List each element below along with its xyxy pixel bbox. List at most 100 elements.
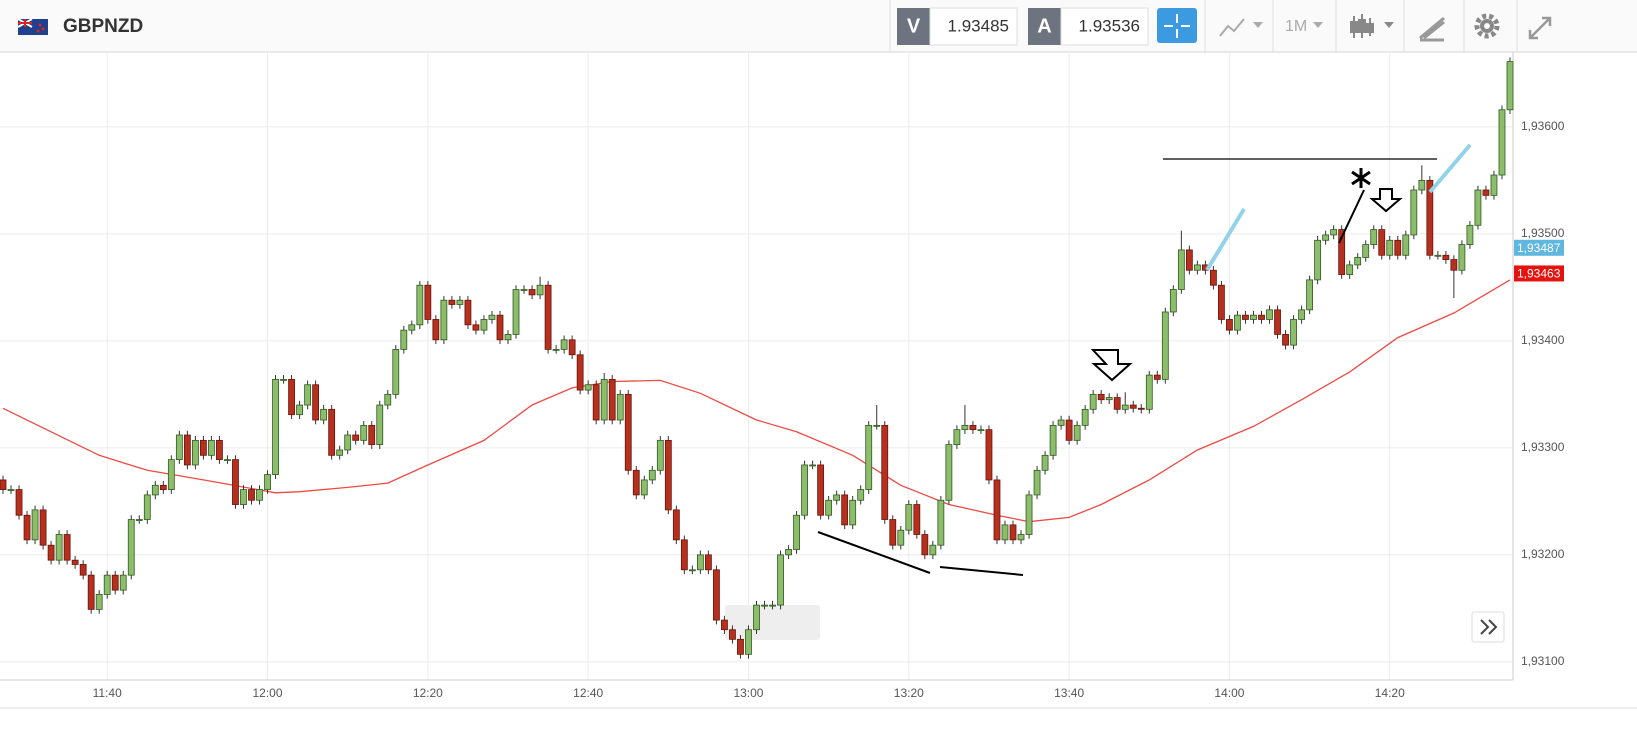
candle-body: [151, 484, 159, 496]
candle-body: [1177, 249, 1185, 290]
scroll-button[interactable]: [1471, 611, 1505, 643]
flag: [17, 18, 48, 35]
ask-badge[interactable]: [1028, 8, 1061, 45]
candle-body: [1258, 314, 1265, 320]
candle-body: [1250, 314, 1257, 320]
x-tick-label: 14:20: [1375, 686, 1405, 700]
candle-body: [376, 404, 384, 446]
symbol[interactable]: GBPNZD: [63, 16, 143, 37]
y-tick-label: 1,93500: [1521, 226, 1565, 240]
draw-tool-button[interactable]: [1419, 16, 1445, 42]
candle-body: [296, 404, 303, 416]
candle-body: [977, 429, 985, 432]
candle-body: [777, 554, 784, 606]
moving-average: [2, 279, 1511, 523]
candle-body: [368, 424, 376, 446]
candle-body: [127, 519, 135, 576]
candle-body: [729, 629, 736, 640]
candle-body: [167, 459, 175, 490]
candle-body: [568, 339, 576, 356]
y-tick-label: 1,93300: [1521, 440, 1565, 454]
bid-badge[interactable]: [897, 8, 930, 45]
ask-price: 1.93536: [1079, 16, 1140, 35]
candle-body: [119, 574, 127, 591]
candle-body: [656, 439, 664, 471]
candle-body: [504, 334, 512, 341]
candle-body: [1274, 309, 1281, 335]
candle-body: [23, 514, 31, 541]
candle-body: [280, 378, 287, 381]
candle-body: [1450, 259, 1458, 271]
candle-body: [1314, 239, 1322, 281]
y-tick-label: 1,93600: [1521, 119, 1565, 133]
candle-body: [881, 424, 889, 520]
candle-body: [55, 534, 63, 561]
candle-body: [159, 484, 167, 490]
fullscreen-button[interactable]: [1528, 16, 1552, 40]
chart-style-button[interactable]: [1219, 18, 1263, 37]
candle-body: [600, 378, 608, 421]
candle-body: [1025, 494, 1033, 535]
price-tag: [1514, 239, 1564, 256]
timeframe-caret[interactable]: [1313, 22, 1323, 28]
candle-body: [785, 549, 792, 556]
candle-body: [616, 393, 624, 421]
candle-body: [528, 289, 536, 296]
candle-body: [248, 489, 255, 501]
candle-body: [825, 499, 833, 516]
candle-body: [288, 378, 295, 416]
settings-button[interactable]: [1474, 13, 1500, 39]
candle-body: [953, 429, 961, 446]
crosshair-button[interactable]: [1157, 8, 1197, 43]
candle-body: [1410, 189, 1418, 236]
candle-body: [432, 319, 440, 341]
candle-body: [512, 289, 520, 335]
candle-body: [95, 594, 103, 610]
candle-body: [672, 509, 680, 541]
x-tick-label: 13:00: [733, 686, 763, 700]
candle-body: [1193, 264, 1201, 271]
candle-body: [1466, 224, 1474, 245]
candle-body: [1185, 249, 1193, 271]
candle-body: [496, 314, 504, 341]
candle-body: [1482, 189, 1490, 196]
candle-body: [320, 408, 328, 421]
bid-label: V: [907, 15, 921, 37]
candle-body: [520, 289, 528, 291]
candle-body: [360, 424, 368, 441]
x-tick-label: 12:40: [573, 686, 603, 700]
candle-body: [1266, 309, 1273, 320]
y-tick-label: 1,93400: [1521, 333, 1565, 347]
candle-body: [1354, 257, 1362, 266]
candle-body: [873, 424, 881, 427]
candles-button[interactable]: [1350, 14, 1394, 38]
candle-body: [47, 544, 55, 561]
candle-body: [1097, 393, 1105, 401]
candle-body: [1434, 254, 1442, 257]
candle-body: [1129, 404, 1137, 409]
candle-body: [1234, 314, 1241, 331]
candle-body: [0, 479, 7, 490]
ask-box[interactable]: [1060, 7, 1149, 46]
x-tick-label: 12:00: [253, 686, 283, 700]
candle-body: [1218, 284, 1225, 320]
candle-body: [945, 444, 953, 501]
candle-body: [793, 514, 800, 550]
candle-body: [448, 299, 456, 305]
timeframe[interactable]: 1M: [1285, 18, 1307, 35]
candle-body: [536, 284, 544, 296]
candle-body: [1418, 179, 1426, 191]
candle-body: [1338, 229, 1346, 275]
candle-body: [1033, 469, 1041, 496]
candle-body: [1226, 319, 1233, 331]
bid-box[interactable]: [929, 7, 1018, 46]
candle-body: [1346, 264, 1354, 275]
y-tick-label: 1,93200: [1521, 547, 1565, 561]
candle-body: [833, 494, 841, 501]
candle-body: [632, 469, 640, 496]
y-tick-label: 1,93100: [1521, 654, 1565, 668]
candle-body: [1242, 314, 1249, 320]
candle-body: [1298, 309, 1305, 320]
candle-body: [79, 564, 87, 576]
